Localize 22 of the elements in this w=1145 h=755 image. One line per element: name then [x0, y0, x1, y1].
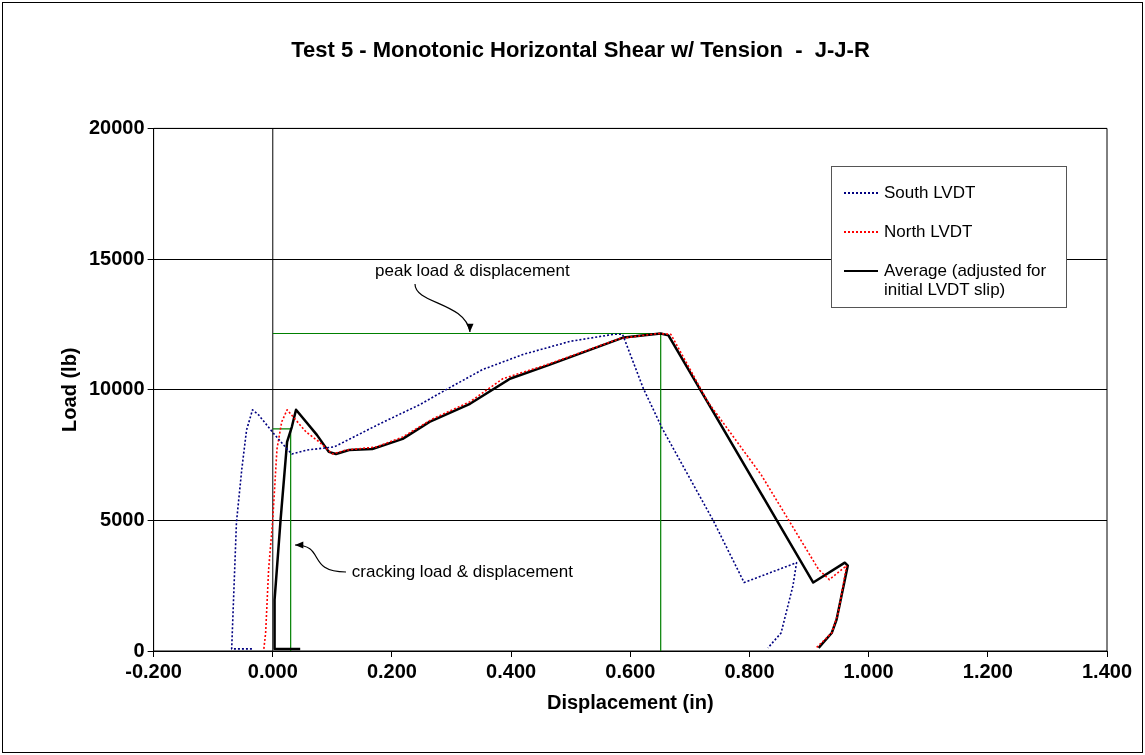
- x-tick-label: 0.800: [724, 659, 775, 682]
- y-tick-label: 20000: [88, 115, 145, 138]
- x-axis-title: Displacement (in): [546, 690, 714, 713]
- y-tick-label: 15000: [88, 246, 145, 269]
- annotation: peak load & displacement: [375, 261, 570, 281]
- x-tick-label: 0.400: [486, 659, 537, 682]
- y-tick-label: 5000: [100, 507, 145, 530]
- x-tick-label: 1.000: [843, 659, 894, 682]
- annotation: cracking load & displacement: [351, 562, 574, 582]
- x-tick-label: -0.200: [125, 659, 182, 682]
- x-tick-label: 0.000: [247, 659, 298, 682]
- x-tick-label: 0.200: [366, 659, 417, 682]
- y-tick-label: 0: [133, 638, 145, 661]
- y-tick-label: 10000: [88, 377, 145, 400]
- x-tick-label: 1.200: [962, 659, 1013, 682]
- legend-label: Average (adjusted for initial LVDT slip): [884, 261, 1048, 300]
- x-tick-label: 1.400: [1081, 659, 1133, 682]
- x-tick-label: 0.600: [605, 659, 656, 682]
- legend-label: North LVDT: [884, 222, 973, 242]
- y-axis-title: Load (lb): [57, 347, 80, 432]
- chart-title: Test 5 - Monotonic Horizontal Shear w/ Tension - J-J-R: [291, 37, 870, 63]
- legend-label: South LVDT: [884, 183, 976, 203]
